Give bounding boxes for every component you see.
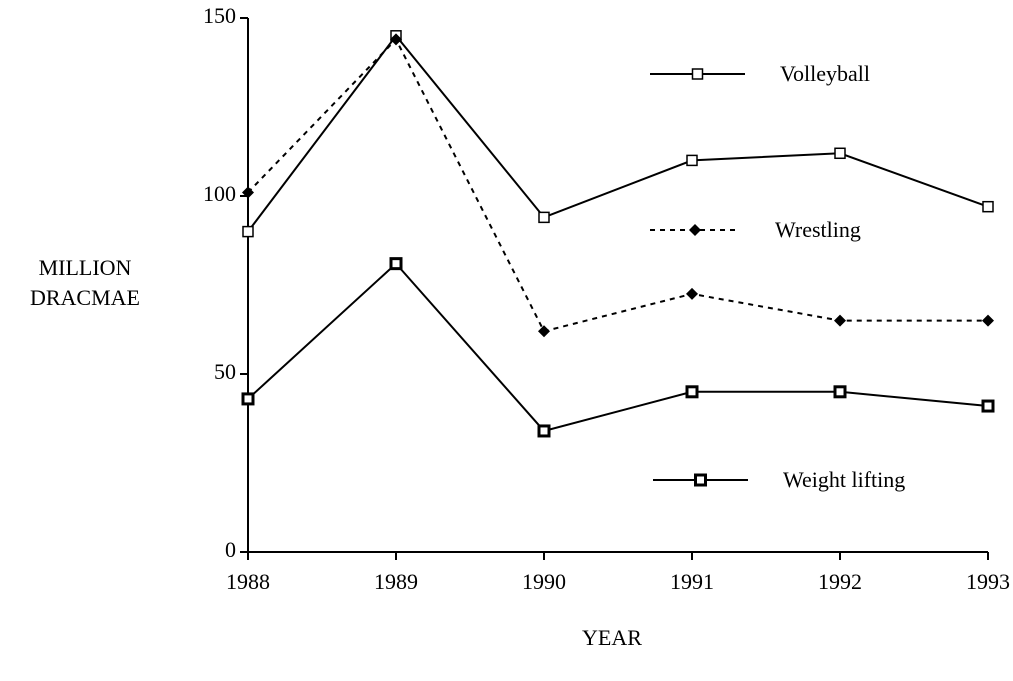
point xyxy=(537,424,551,438)
point xyxy=(982,200,994,213)
y-tick-label: 0 xyxy=(225,537,236,562)
point xyxy=(833,385,847,399)
point xyxy=(389,257,403,271)
point xyxy=(691,68,704,80)
legend-label: Volleyball xyxy=(780,61,870,86)
point xyxy=(241,392,255,406)
point xyxy=(538,211,550,224)
point xyxy=(242,186,254,199)
point xyxy=(694,473,707,487)
point xyxy=(981,399,995,413)
y-axis-label: DRACMAE xyxy=(30,285,140,310)
series-line xyxy=(247,34,989,233)
x-tick-label: 1990 xyxy=(522,569,566,594)
y-tick-label: 100 xyxy=(203,181,236,206)
x-axis-label: YEAR xyxy=(582,625,642,650)
y-tick-label: 50 xyxy=(214,359,236,384)
point xyxy=(686,287,698,300)
point xyxy=(686,154,698,167)
point xyxy=(685,385,699,399)
y-axis-label: MILLION xyxy=(39,255,132,280)
x-tick-label: 1992 xyxy=(818,569,862,594)
point xyxy=(538,325,550,338)
point xyxy=(834,314,846,327)
point xyxy=(689,224,701,236)
point xyxy=(390,33,402,46)
point xyxy=(242,225,254,238)
legend-label: Wrestling xyxy=(775,217,861,242)
x-tick-label: 1988 xyxy=(226,569,270,594)
y-tick-label: 150 xyxy=(203,3,236,28)
x-tick-label: 1993 xyxy=(966,569,1010,594)
series-line xyxy=(247,262,989,433)
point xyxy=(982,314,994,327)
legend-label: Weight lifting xyxy=(783,467,905,492)
x-tick-label: 1989 xyxy=(374,569,418,594)
point xyxy=(834,147,846,160)
x-tick-label: 1991 xyxy=(670,569,714,594)
